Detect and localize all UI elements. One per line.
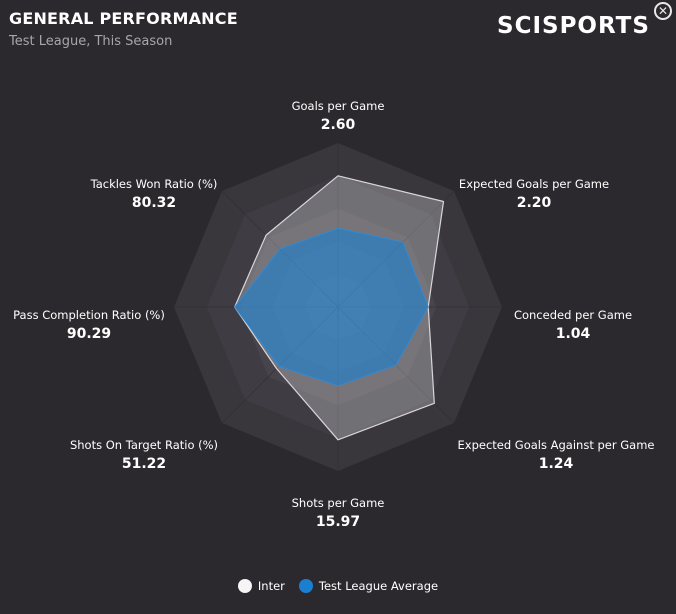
legend-swatch-league-average	[298, 579, 313, 593]
legend-label: Test League Average	[318, 579, 439, 593]
axis-label-expected-goals-per-game: Expected Goals per Game 2.20	[434, 176, 634, 211]
legend-item-inter[interactable]: Inter	[237, 579, 285, 593]
axis-label-text: Expected Goals Against per Game	[457, 438, 655, 452]
chart-subtitle: Test League, This Season	[9, 34, 173, 49]
axis-label-shots-per-game: Shots per Game 15.97	[238, 495, 438, 530]
axis-label-text: Goals per Game	[291, 99, 385, 113]
axis-label-shots-on-target-ratio: Shots On Target Ratio (%) 51.22	[44, 437, 244, 472]
axis-value: 51.22	[121, 456, 167, 472]
chart-legend: Inter Test League Average	[0, 579, 676, 593]
axis-label-tackles-won-ratio: Tackles Won Ratio (%) 80.32	[54, 176, 254, 211]
legend-label: Inter	[257, 579, 285, 593]
axis-label-goals-per-game: Goals per Game 2.60	[238, 98, 438, 133]
axis-value: 2.60	[320, 117, 356, 133]
axis-label-text: Conceded per Game	[513, 308, 633, 322]
axis-value: 90.29	[66, 326, 112, 342]
axis-value: 2.20	[516, 195, 552, 211]
close-button[interactable]: ✕	[654, 2, 672, 20]
axis-value: 1.04	[555, 326, 591, 342]
axis-label-expected-goals-against-per-game: Expected Goals Against per Game 1.24	[456, 437, 656, 472]
axis-label-text: Shots On Target Ratio (%)	[69, 438, 219, 452]
legend-swatch-inter	[237, 579, 252, 593]
chart-title: GENERAL PERFORMANCE	[9, 9, 238, 28]
axis-label-text: Shots per Game	[291, 496, 385, 510]
axis-label-pass-completion-ratio: Pass Completion Ratio (%) 90.29	[0, 307, 189, 342]
radar-series	[234, 175, 445, 441]
scisports-logo: SCISPORTS	[497, 13, 650, 39]
axis-value: 80.32	[131, 195, 177, 211]
axis-label-text: Tackles Won Ratio (%)	[90, 177, 218, 191]
radar-series-test-league-average	[234, 227, 429, 387]
axis-value: 1.24	[538, 456, 574, 472]
axis-value: 15.97	[315, 514, 361, 530]
axis-label-text: Pass Completion Ratio (%)	[13, 308, 165, 322]
legend-item-league-average[interactable]: Test League Average	[298, 579, 439, 593]
axis-label-conceded-per-game: Conceded per Game 1.04	[473, 307, 673, 342]
axis-label-text: Expected Goals per Game	[458, 177, 610, 191]
